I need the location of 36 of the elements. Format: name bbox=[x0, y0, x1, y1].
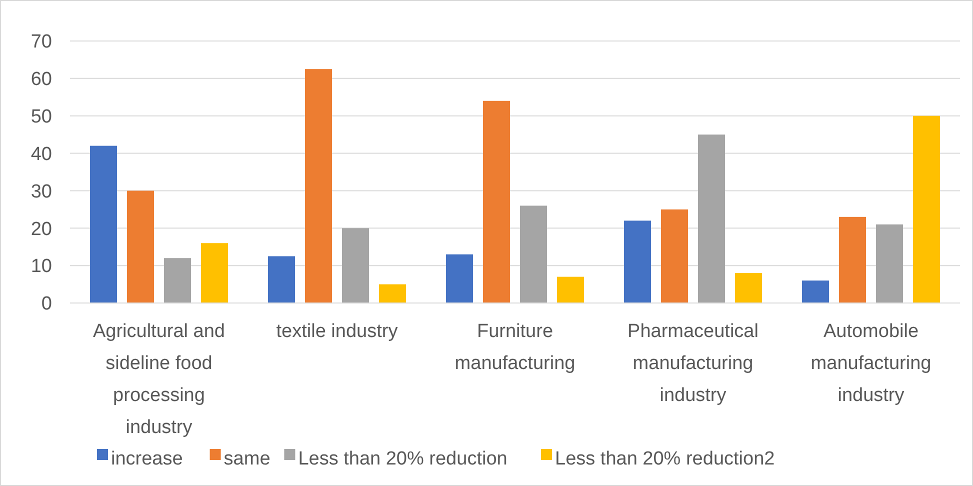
legend-label: same bbox=[224, 448, 270, 470]
bar bbox=[483, 100, 510, 303]
y-tick-label: 30 bbox=[30, 181, 52, 202]
bar bbox=[446, 254, 473, 303]
legend-label: Less than 20% reduction bbox=[298, 448, 508, 470]
bar bbox=[913, 116, 940, 303]
legend-label: Less than 20% reduction2 bbox=[555, 448, 775, 470]
y-tick-label: 40 bbox=[30, 144, 52, 165]
y-tick-label: 20 bbox=[30, 218, 52, 240]
bar bbox=[661, 209, 688, 303]
bar bbox=[557, 276, 584, 303]
bar bbox=[90, 146, 117, 303]
y-tick-label: 50 bbox=[30, 106, 52, 128]
legend-label: increase bbox=[111, 448, 183, 470]
x-tick-label: Pharmaceutical manufacturing industry bbox=[628, 321, 758, 406]
bar bbox=[268, 256, 295, 303]
y-tick-label: 60 bbox=[30, 69, 52, 90]
bar bbox=[305, 69, 332, 303]
bar bbox=[698, 134, 725, 303]
bar bbox=[520, 206, 547, 303]
bar bbox=[379, 284, 406, 303]
bar bbox=[735, 273, 762, 303]
bar bbox=[127, 190, 154, 303]
bar bbox=[624, 220, 651, 303]
bar bbox=[201, 243, 228, 303]
x-tick-label: textile industry bbox=[276, 321, 398, 342]
bar bbox=[802, 280, 829, 303]
y-tick-label: 10 bbox=[30, 256, 52, 278]
x-tick-label: Automobile manufacturing industry bbox=[810, 321, 932, 406]
y-tick-label: 70 bbox=[30, 32, 52, 53]
bar bbox=[839, 216, 866, 303]
x-tick-label: Furniture manufacturing bbox=[454, 321, 576, 374]
y-tick-label: 0 bbox=[41, 294, 52, 315]
bar bbox=[876, 224, 903, 303]
bar bbox=[342, 228, 369, 303]
bar bbox=[164, 258, 191, 303]
